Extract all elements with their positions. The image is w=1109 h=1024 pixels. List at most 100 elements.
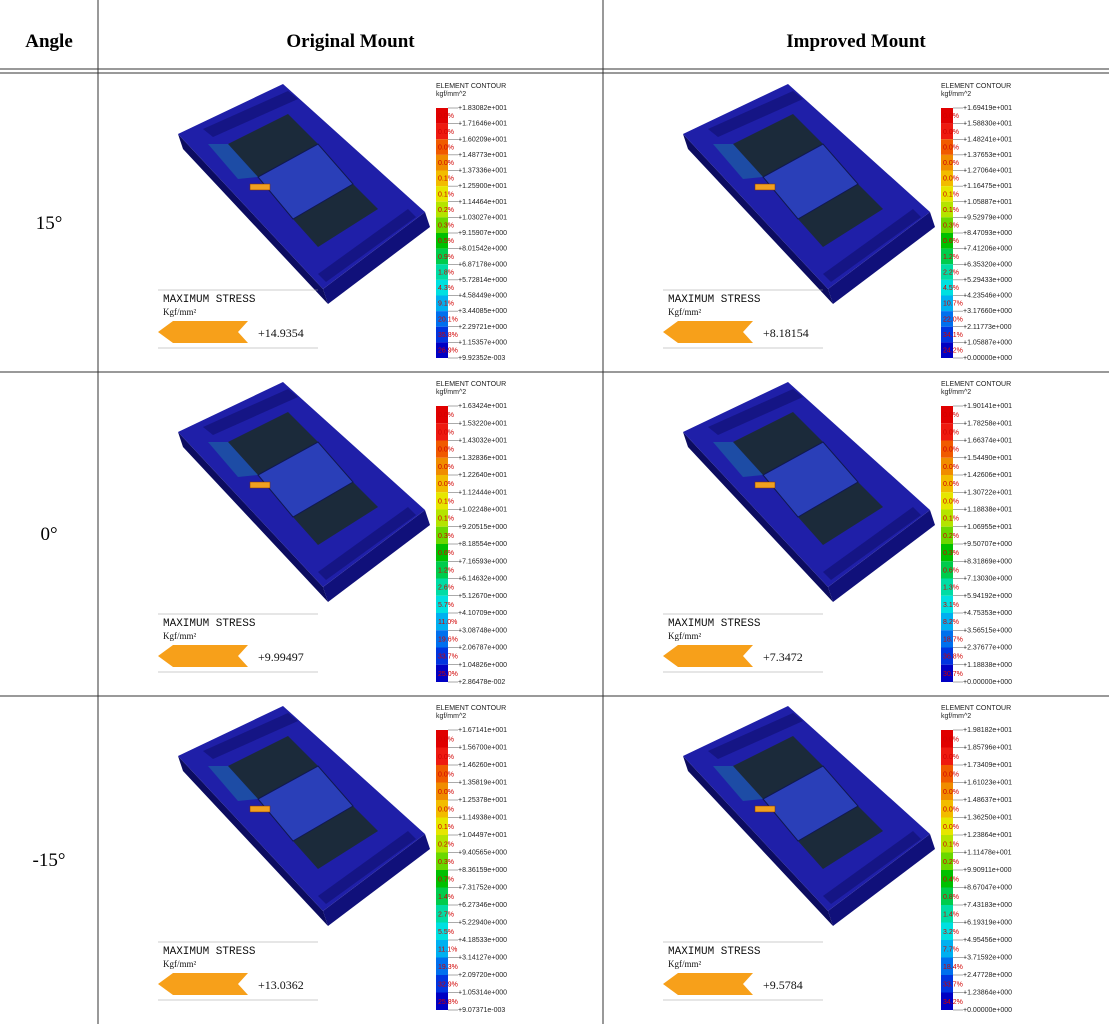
legend-percentage: 0.1% <box>438 498 454 505</box>
legend-level: +1.63424e+001 <box>458 403 507 410</box>
max-value: +13.0362 <box>258 978 304 992</box>
legend-percentage: 2.6% <box>438 585 454 592</box>
legend-percentage: 0.0% <box>943 789 959 796</box>
legend-level: +1.02248e+001 <box>458 507 507 514</box>
legend-percentage: 0.0% <box>943 447 959 454</box>
legend-level: +1.48241e+001 <box>963 136 1012 143</box>
legend-level: +1.14938e+001 <box>458 815 507 822</box>
legend-title: ELEMENT CONTOUR <box>436 705 506 712</box>
legend-level: +4.18533e+000 <box>458 937 507 944</box>
legend-level: +1.18838e+001 <box>963 507 1012 514</box>
legend-level: +6.35320e+000 <box>963 261 1012 268</box>
legend-level: +1.48637e+001 <box>963 797 1012 804</box>
max-marker <box>755 482 775 488</box>
legend-percentage: 0.0% <box>943 806 959 813</box>
max-label: MAXIMUM STRESS <box>668 618 761 630</box>
legend-level: +2.29721e+000 <box>458 324 507 331</box>
legend-level: +3.71592e+000 <box>963 955 1012 962</box>
legend-percentage: 20.1% <box>438 316 458 323</box>
legend-percentage: 25.0% <box>438 671 458 678</box>
legend-unit: kgf/mm^2 <box>436 713 466 720</box>
legend-percentage: 35.8% <box>438 332 458 339</box>
legend-level: +1.18838e+000 <box>963 662 1012 669</box>
legend-percentage: 1.4% <box>438 894 454 901</box>
legend-level: +4.10709e+000 <box>458 610 507 617</box>
legend-level: +9.07371e-003 <box>458 1007 505 1014</box>
result-cell: ELEMENT CONTOURkgf/mm^20.0%0.0%0.0%0.0%0… <box>663 705 1012 1014</box>
legend-level: +1.23864e+000 <box>963 990 1012 997</box>
legend-percentage: 0.5% <box>438 238 454 245</box>
legend-level: +1.25900e+001 <box>458 183 507 190</box>
legend-level: +1.42606e+001 <box>963 472 1012 479</box>
legend-level: +1.71646e+001 <box>458 121 507 128</box>
legend-level: +5.29433e+000 <box>963 277 1012 284</box>
legend-percentage: 24.2% <box>943 348 963 355</box>
legend-percentage: 0.0% <box>943 429 959 436</box>
legend-level: +5.94192e+000 <box>963 593 1012 600</box>
legend-level: +3.14127e+000 <box>458 955 507 962</box>
legend-percentage: 3.1% <box>943 602 959 609</box>
legend-percentage: 7.7% <box>943 946 959 953</box>
legend-percentage: 0.0% <box>943 498 959 505</box>
legend-percentage: 22.0% <box>943 316 963 323</box>
legend-level: +1.43032e+001 <box>458 438 507 445</box>
legend-level: +8.36159e+000 <box>458 867 507 874</box>
legend-percentage: 1.2% <box>438 567 454 574</box>
legend-level: +6.87178e+000 <box>458 261 507 268</box>
legend-percentage: 33.7% <box>943 981 963 988</box>
legend-percentage: 0.1% <box>438 176 454 183</box>
legend-percentage: 0.0% <box>943 464 959 471</box>
legend-level: +3.44085e+000 <box>458 308 507 315</box>
max-arrow <box>158 973 248 995</box>
legend-percentage: 0.0% <box>943 144 959 151</box>
legend-level: +1.05314e+000 <box>458 990 507 997</box>
legend-level: +9.40565e+000 <box>458 850 507 857</box>
legend-percentage: 0.9% <box>438 254 454 261</box>
legend-level: +1.58830e+001 <box>963 121 1012 128</box>
legend-percentage: 19.6% <box>438 636 458 643</box>
legend-level: +7.41206e+000 <box>963 246 1012 253</box>
result-cell: ELEMENT CONTOURkgf/mm^20.0%0.0%0.0%0.0%0… <box>158 83 507 362</box>
legend-level: +1.53220e+001 <box>458 420 507 427</box>
legend-percentage: 0.0% <box>438 129 454 136</box>
legend-level: +7.13030e+000 <box>963 576 1012 583</box>
legend-percentage: 0.6% <box>943 238 959 245</box>
legend-percentage: 0.0% <box>943 129 959 136</box>
max-value: +7.3472 <box>763 650 803 664</box>
angle-label: -15° <box>33 850 66 871</box>
legend-percentage: 0.1% <box>438 516 454 523</box>
legend-level: +1.27064e+001 <box>963 168 1012 175</box>
legend-level: +4.75353e+000 <box>963 610 1012 617</box>
max-label: MAXIMUM STRESS <box>163 618 256 630</box>
legend-percentage: 0.0% <box>943 176 959 183</box>
max-value: +9.99497 <box>258 650 304 664</box>
legend-level: +6.19319e+000 <box>963 920 1012 927</box>
legend-level: +3.08748e+000 <box>458 627 507 634</box>
legend-percentage: 4.3% <box>438 285 454 292</box>
max-marker <box>250 482 270 488</box>
legend-level: +1.46260e+001 <box>458 762 507 769</box>
legend-percentage: 0.0% <box>438 113 454 120</box>
legend-percentage: 1.4% <box>943 911 959 918</box>
legend-level: +9.90911e+000 <box>963 867 1012 874</box>
legend-percentage: 0.0% <box>438 481 454 488</box>
legend-level: +0.00000e+000 <box>963 1007 1012 1014</box>
legend-level: +2.06787e+000 <box>458 645 507 652</box>
results-table: AngleOriginal MountImproved Mount15°ELEM… <box>0 0 1109 1024</box>
legend-percentage: 0.0% <box>943 412 959 419</box>
max-unit: Kgf/mm² <box>668 959 701 969</box>
legend-title: ELEMENT CONTOUR <box>941 705 1011 712</box>
legend-level: +2.37677e+000 <box>963 645 1012 652</box>
max-marker <box>755 806 775 812</box>
legend-percentage: 34.1% <box>943 332 963 339</box>
legend-percentage: 11.1% <box>438 946 457 953</box>
legend-percentage: 0.0% <box>438 144 454 151</box>
legend-percentage: 3.2% <box>943 929 959 936</box>
legend-level: +1.06955e+001 <box>963 524 1012 531</box>
legend-level: +3.56515e+000 <box>963 627 1012 634</box>
legend-level: +0.00000e+000 <box>963 355 1012 362</box>
legend-level: +3.17660e+000 <box>963 308 1012 315</box>
legend-level: +5.12670e+000 <box>458 593 507 600</box>
legend-level: +5.72814e+000 <box>458 277 507 284</box>
legend-title: ELEMENT CONTOUR <box>941 83 1011 90</box>
